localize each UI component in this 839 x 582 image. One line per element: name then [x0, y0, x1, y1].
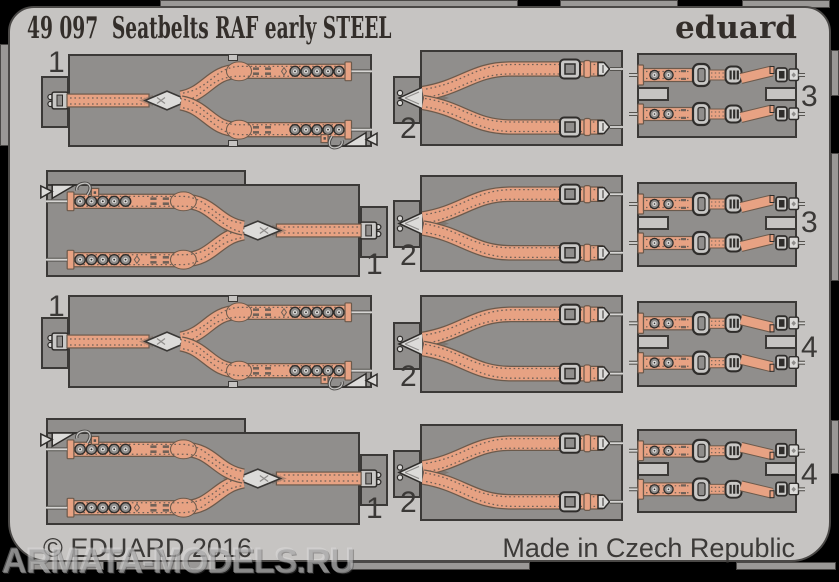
plate-row2-right-notch-left — [637, 216, 669, 230]
plate-row1-right-notch-left — [637, 87, 669, 101]
plate-row1-left-notch-top — [228, 54, 238, 61]
seatbelt-part-1-mirrored — [46, 184, 388, 277]
product-code: 49 097 — [27, 11, 99, 46]
seatbelt-part-2 — [393, 50, 623, 146]
seatbelt-part-4 — [629, 301, 805, 387]
product-title: 49 097 Seatbelts RAF early STEEL — [27, 11, 392, 46]
part-number-label: 1 — [48, 290, 65, 323]
part-number-label: 2 — [400, 486, 417, 519]
plate-row2-right-notch-right — [765, 216, 797, 230]
part-number-label: 1 — [366, 248, 383, 281]
part-number-label: 2 — [400, 360, 417, 393]
seatbelt-part-3 — [629, 182, 805, 267]
seatbelt-part-1-mirrored — [46, 432, 388, 525]
made-in-text: Made in Czech Republic — [502, 533, 795, 563]
copyright-text: © EDUARD 2016 — [43, 533, 252, 563]
plate-row4-right-notch-left — [637, 462, 669, 476]
part-number-label: 4 — [801, 331, 818, 364]
seatbelt-part-2 — [393, 175, 623, 272]
plate-row4-right-notch-right — [765, 462, 797, 476]
watermark-text: ARMATA-MODELS.RU — [2, 542, 355, 581]
plate-row1-right-notch-right — [765, 87, 797, 101]
part-number-label: 2 — [400, 239, 417, 272]
part-number-label: 2 — [400, 112, 417, 145]
seatbelt-part-2 — [393, 424, 623, 521]
part-number-label: 4 — [801, 458, 818, 491]
plate-row3-right-notch-left — [637, 335, 669, 349]
seatbelt-part-4 — [629, 429, 805, 513]
plate-row1-left-notch-bottom — [228, 140, 238, 147]
plate-row3-left-notch-top — [228, 295, 238, 302]
part-number-label: 3 — [801, 206, 818, 239]
plate-row3-left-notch-bottom — [228, 381, 238, 388]
seatbelt-part-1 — [41, 295, 372, 388]
brand-logo: eduard — [674, 10, 797, 46]
fret-content: 49 097 Seatbelts RAF early STEEL eduard — [27, 10, 818, 563]
plate-row3-right-notch-right — [765, 335, 797, 349]
seatbelt-part-1 — [41, 54, 372, 147]
part-number-label: 1 — [366, 492, 383, 525]
part-number-label: 1 — [48, 46, 65, 79]
seatbelt-part-2 — [393, 295, 623, 393]
part-number-label: 3 — [801, 80, 818, 113]
seatbelt-part-3 — [629, 53, 805, 138]
product-name: Seatbelts RAF early STEEL — [111, 11, 392, 46]
